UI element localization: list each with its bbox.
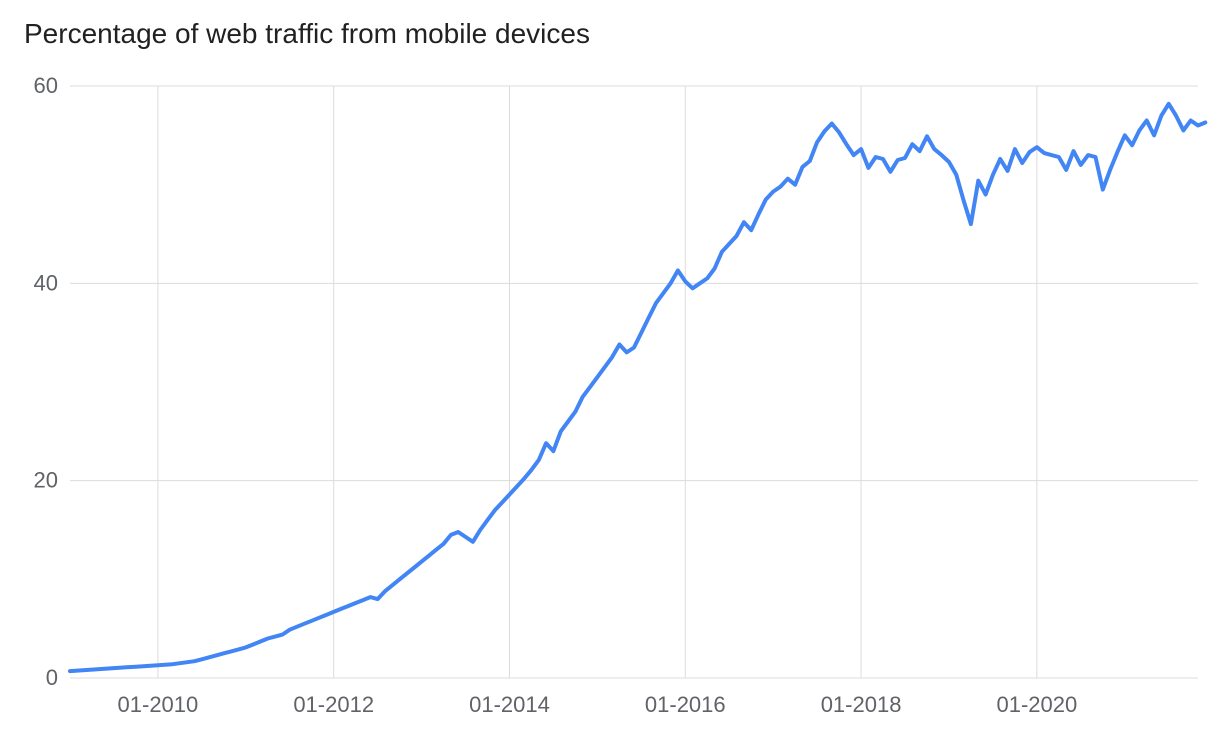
y-axis-tick-label: 0 [46, 665, 58, 690]
x-axis-tick-label: 01-2012 [293, 692, 374, 717]
x-axis-tick-label: 01-2016 [645, 692, 726, 717]
x-axis-tick-label: 01-2010 [118, 692, 199, 717]
y-axis-tick-label: 40 [34, 270, 58, 295]
x-axis-tick-label: 01-2014 [469, 692, 550, 717]
line-chart: 0 20 40 60 01-2010 01-2012 01-2014 01-2016 01-20… [0, 0, 1222, 756]
y-axis-tick-label: 60 [34, 73, 58, 98]
chart-container: Percentage of web traffic from mobile de… [0, 0, 1222, 756]
y-axis-tick-label: 20 [34, 468, 58, 493]
x-axis-tick-label: 01-2020 [996, 692, 1077, 717]
x-axis-tick-label: 01-2018 [821, 692, 902, 717]
series-line [70, 104, 1205, 671]
